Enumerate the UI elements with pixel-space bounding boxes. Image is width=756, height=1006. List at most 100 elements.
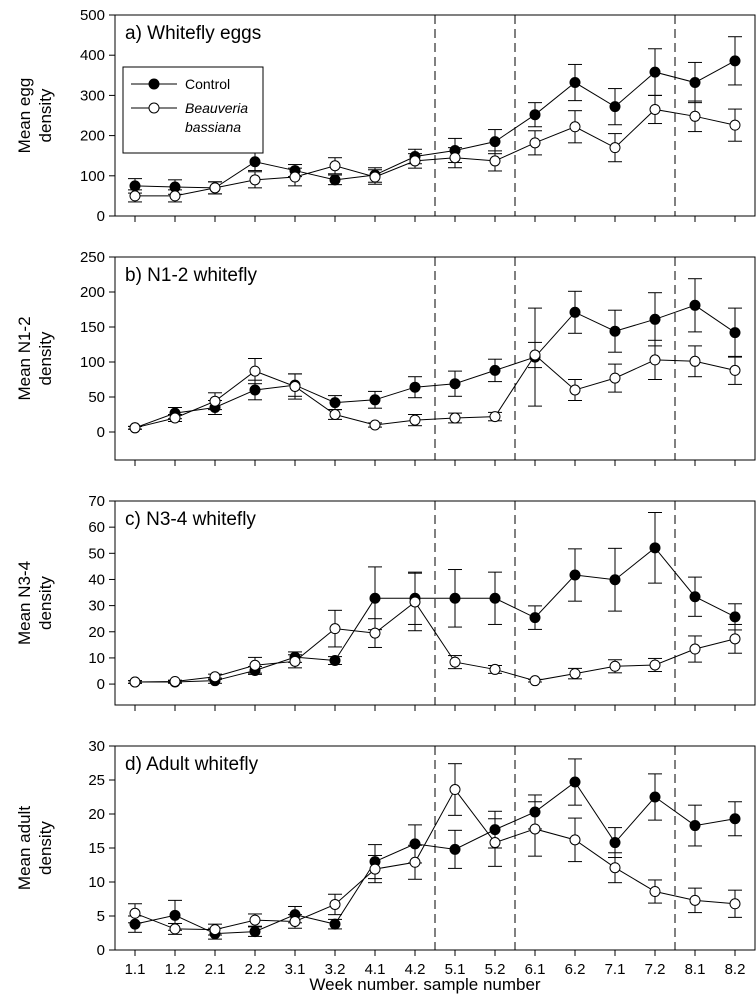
y-tick-label: 60 bbox=[88, 519, 105, 536]
panel-c: 0 10 20 30 40 50 60 70 Mean N3-4 density c) N3-4 w… bbox=[15, 493, 756, 711]
beauveria-point bbox=[169, 190, 181, 202]
beauveria-point bbox=[529, 675, 541, 687]
beauveria-point bbox=[209, 182, 221, 194]
y-tick-label: 0 bbox=[97, 424, 105, 441]
beauveria-point bbox=[329, 409, 341, 420]
beauveria-point bbox=[209, 671, 221, 683]
panel-b: 0 50 100 150 200 250 Mean N1-2 density b) N1-2 w… bbox=[15, 249, 756, 466]
beauveria-point bbox=[249, 365, 261, 377]
control-point bbox=[489, 364, 501, 376]
legend-label-beauveria: bassiana bbox=[185, 119, 241, 135]
y-axis-title-line: Mean egg bbox=[15, 78, 34, 154]
control-point bbox=[329, 655, 341, 667]
control-point bbox=[609, 574, 621, 586]
x-tick-label: 1.1 bbox=[125, 961, 146, 978]
panel-d: 0 5 10 15 20 25 30 Mean adult density d) Adult wh… bbox=[15, 738, 756, 978]
control-point bbox=[169, 909, 181, 921]
series-line bbox=[134, 60, 736, 189]
series-line bbox=[134, 354, 736, 429]
y-tick-label: 0 bbox=[97, 676, 105, 693]
y-tick-label: 300 bbox=[80, 87, 105, 104]
x-tick-label: 3.2 bbox=[325, 961, 346, 978]
x-tick-label: 6.2 bbox=[565, 961, 586, 978]
beauveria-point bbox=[609, 660, 621, 672]
beauveria-point bbox=[569, 384, 581, 396]
beauveria-point bbox=[329, 160, 341, 172]
beauveria-point bbox=[449, 784, 461, 796]
control-point bbox=[369, 394, 381, 406]
beauveria-point bbox=[649, 659, 661, 671]
control-point bbox=[129, 180, 141, 192]
control-point bbox=[689, 820, 701, 832]
beauveria-point bbox=[449, 412, 461, 424]
x-tick-label: 7.1 bbox=[605, 961, 626, 978]
y-axis-title-line: Mean adult bbox=[15, 806, 34, 890]
y-tick-label: 0 bbox=[97, 208, 105, 225]
control-point bbox=[529, 612, 541, 624]
beauveria-point bbox=[249, 659, 261, 671]
legend: Control Beauveria bassiana bbox=[122, 66, 264, 154]
legend-marker-control bbox=[148, 78, 160, 90]
y-axis-title-line: density bbox=[36, 331, 55, 385]
beauveria-point bbox=[689, 110, 701, 122]
control-point bbox=[649, 66, 661, 78]
beauveria-point bbox=[169, 923, 181, 935]
x-tick-label: 3.1 bbox=[285, 961, 306, 978]
beauveria-point bbox=[129, 190, 141, 202]
beauveria-point bbox=[129, 676, 141, 688]
control-point bbox=[329, 397, 341, 409]
control-point bbox=[609, 101, 621, 113]
beauveria-point bbox=[449, 656, 461, 668]
control-point bbox=[449, 592, 461, 604]
y-axis-title: Mean adult density bbox=[15, 806, 55, 890]
control-point bbox=[649, 791, 661, 803]
beauveria-point bbox=[689, 643, 701, 655]
control-point bbox=[409, 381, 421, 393]
beauveria-point bbox=[729, 364, 741, 376]
y-tick-label: 0 bbox=[97, 942, 105, 959]
beauveria-point bbox=[569, 834, 581, 846]
beauveria-point bbox=[529, 349, 541, 361]
x-tick-label: 5.2 bbox=[485, 961, 506, 978]
beauveria-point bbox=[489, 837, 501, 849]
series-beauveria bbox=[128, 572, 742, 688]
y-tick-label: 100 bbox=[80, 168, 105, 185]
y-tick-label: 200 bbox=[80, 284, 105, 301]
x-tick-label: 2.1 bbox=[205, 961, 226, 978]
beauveria-point bbox=[729, 633, 741, 645]
y-tick-label: 500 bbox=[80, 7, 105, 24]
legend-label-control: Control bbox=[185, 76, 230, 92]
y-tick-label: 20 bbox=[88, 806, 105, 823]
control-point bbox=[689, 77, 701, 89]
beauveria-point bbox=[409, 414, 421, 426]
beauveria-point bbox=[169, 675, 181, 687]
x-tick-label: 4.1 bbox=[365, 961, 386, 978]
y-tick-label: 70 bbox=[88, 493, 105, 510]
beauveria-point bbox=[609, 862, 621, 874]
beauveria-point bbox=[369, 627, 381, 639]
control-point bbox=[249, 384, 261, 396]
x-tick-label: 7.2 bbox=[645, 961, 666, 978]
y-tick-label: 40 bbox=[88, 571, 105, 588]
panel-a: 0 100 200 300 400 500 Mean egg density a) Whitef… bbox=[15, 7, 756, 225]
series-beauveria bbox=[128, 94, 742, 203]
beauveria-point bbox=[409, 596, 421, 608]
series-line bbox=[134, 601, 736, 683]
beauveria-point bbox=[289, 655, 301, 667]
y-tick-label: 5 bbox=[97, 908, 105, 925]
beauveria-point bbox=[569, 668, 581, 680]
y-tick-label: 30 bbox=[88, 598, 105, 615]
y-axis-title: Mean N1-2 density bbox=[15, 316, 55, 400]
y-axis-title-line: Mean N1-2 bbox=[15, 316, 34, 400]
control-point bbox=[729, 813, 741, 825]
beauveria-point bbox=[649, 354, 661, 366]
beauveria-point bbox=[689, 894, 701, 906]
beauveria-point bbox=[689, 355, 701, 367]
control-point bbox=[569, 306, 581, 318]
beauveria-point bbox=[409, 155, 421, 167]
x-tick-label: 6.1 bbox=[525, 961, 546, 978]
beauveria-point bbox=[329, 623, 341, 635]
series-line bbox=[135, 547, 736, 683]
